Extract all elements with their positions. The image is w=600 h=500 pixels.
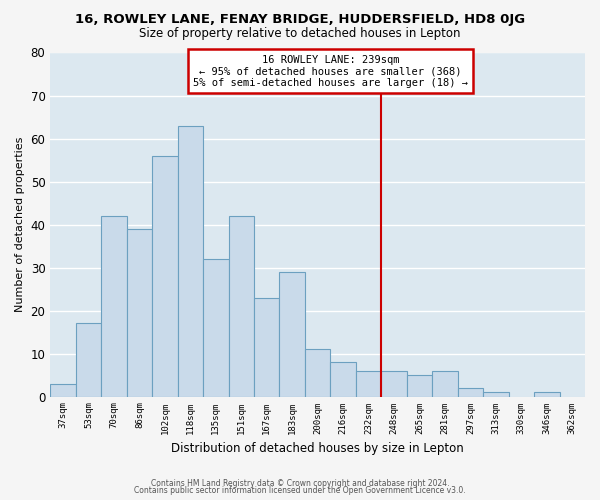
- Bar: [407, 375, 432, 396]
- Bar: [152, 156, 178, 396]
- Bar: [76, 324, 101, 396]
- Text: Contains HM Land Registry data © Crown copyright and database right 2024.: Contains HM Land Registry data © Crown c…: [151, 478, 449, 488]
- Text: 16 ROWLEY LANE: 239sqm
← 95% of detached houses are smaller (368)
5% of semi-det: 16 ROWLEY LANE: 239sqm ← 95% of detached…: [193, 54, 468, 88]
- Text: 16, ROWLEY LANE, FENAY BRIDGE, HUDDERSFIELD, HD8 0JG: 16, ROWLEY LANE, FENAY BRIDGE, HUDDERSFI…: [75, 12, 525, 26]
- Bar: [483, 392, 509, 396]
- Bar: [229, 216, 254, 396]
- Bar: [203, 259, 229, 396]
- Bar: [458, 388, 483, 396]
- Bar: [331, 362, 356, 396]
- Bar: [280, 272, 305, 396]
- X-axis label: Distribution of detached houses by size in Lepton: Distribution of detached houses by size …: [171, 442, 464, 455]
- Bar: [178, 126, 203, 396]
- Bar: [432, 371, 458, 396]
- Bar: [101, 216, 127, 396]
- Bar: [50, 384, 76, 396]
- Bar: [382, 371, 407, 396]
- Y-axis label: Number of detached properties: Number of detached properties: [15, 137, 25, 312]
- Bar: [305, 349, 331, 397]
- Text: Size of property relative to detached houses in Lepton: Size of property relative to detached ho…: [139, 28, 461, 40]
- Bar: [534, 392, 560, 396]
- Bar: [254, 298, 280, 396]
- Text: Contains public sector information licensed under the Open Government Licence v3: Contains public sector information licen…: [134, 486, 466, 495]
- Bar: [356, 371, 382, 396]
- Bar: [127, 229, 152, 396]
